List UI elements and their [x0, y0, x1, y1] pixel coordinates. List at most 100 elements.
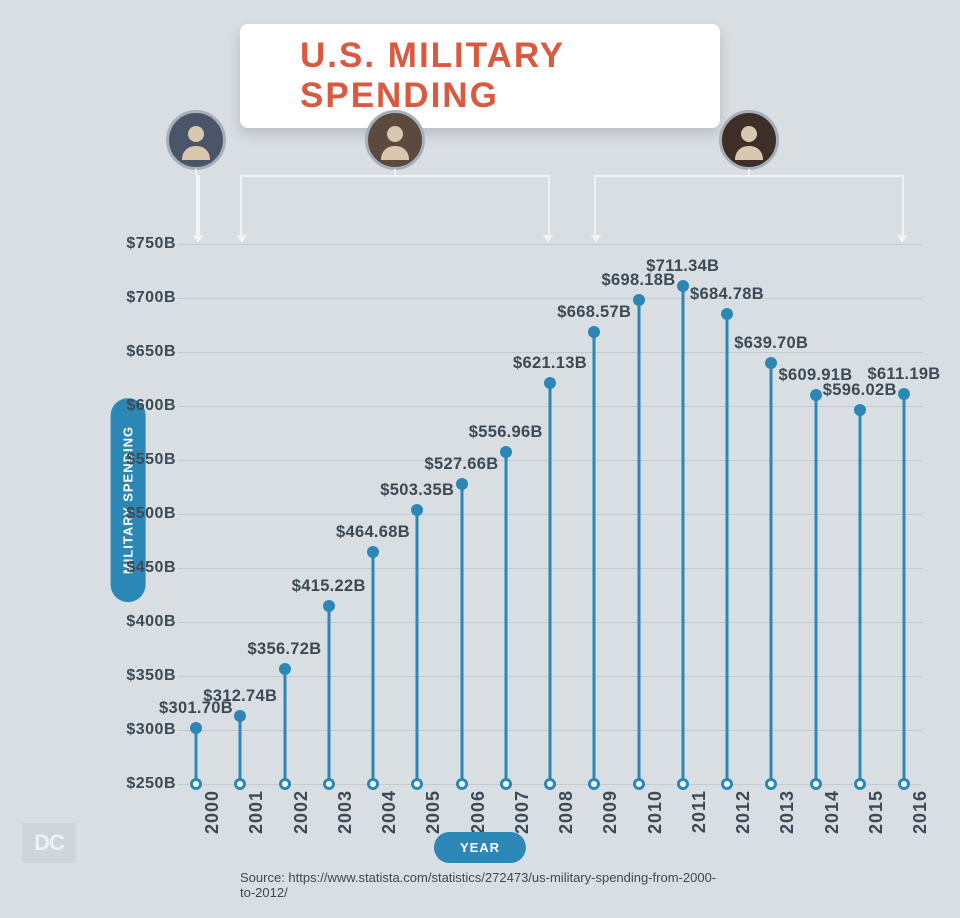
- lollipop-stem: [327, 606, 330, 784]
- value-label: $684.78B: [690, 285, 764, 304]
- value-label: $503.35B: [380, 481, 454, 500]
- lollipop-stem: [283, 669, 286, 784]
- x-tick-label: 2008: [556, 790, 577, 834]
- lollipop-base-dot: [456, 778, 468, 790]
- lollipop-base-dot: [190, 778, 202, 790]
- lollipop-base-dot: [765, 778, 777, 790]
- source-citation: Source: https://www.statista.com/statist…: [240, 870, 720, 900]
- y-tick-label: $400B: [122, 613, 176, 631]
- x-tick-label: 2009: [600, 790, 621, 834]
- president-row: [0, 110, 960, 190]
- x-tick-label: 2014: [822, 790, 843, 834]
- x-tick-label: 2011: [689, 790, 710, 833]
- value-label: $611.19B: [867, 365, 940, 384]
- y-tick-label: $700B: [122, 289, 176, 307]
- x-tick-label: 2002: [291, 790, 312, 834]
- lollipop-base-dot: [279, 778, 291, 790]
- lollipop-stem: [770, 363, 773, 784]
- chart-title: U.S. MILITARY SPENDING: [300, 36, 660, 116]
- y-tick-label: $450B: [122, 559, 176, 577]
- lollipop-top-dot: [411, 504, 423, 516]
- x-axis-label: YEAR: [434, 832, 526, 863]
- president-avatar: [719, 110, 779, 170]
- lollipop-stem: [858, 410, 861, 784]
- value-label: $464.68B: [336, 523, 410, 542]
- lollipop-stem: [372, 552, 375, 784]
- source-prefix: Source:: [240, 870, 288, 885]
- y-tick-label: $250B: [122, 775, 176, 793]
- x-tick-label: 2015: [866, 790, 887, 834]
- lollipop-base-dot: [898, 778, 910, 790]
- lollipop-top-dot: [367, 546, 379, 558]
- lollipop-base-dot: [633, 778, 645, 790]
- lollipop-stem: [726, 314, 729, 784]
- y-tick-label: $500B: [122, 505, 176, 523]
- lollipop-base-dot: [588, 778, 600, 790]
- gridline: [178, 352, 922, 353]
- lollipop-top-dot: [190, 722, 202, 734]
- gridline: [178, 244, 922, 245]
- x-tick-label: 2016: [910, 790, 931, 834]
- x-tick-label: 2001: [246, 790, 267, 834]
- lollipop-base-dot: [544, 778, 556, 790]
- lollipop-stem: [637, 300, 640, 784]
- y-tick-label: $650B: [122, 343, 176, 361]
- lollipop-top-dot: [323, 600, 335, 612]
- value-label: $639.70B: [734, 334, 808, 353]
- x-tick-label: 2006: [468, 790, 489, 834]
- lollipop-stem: [681, 286, 684, 784]
- value-label: $711.34B: [646, 257, 719, 276]
- lollipop-top-dot: [588, 326, 600, 338]
- president-avatar: [166, 110, 226, 170]
- x-tick-label: 2013: [777, 790, 798, 834]
- y-tick-label: $550B: [122, 451, 176, 469]
- lollipop-base-dot: [411, 778, 423, 790]
- x-tick-label: 2010: [645, 790, 666, 834]
- lollipop-stem: [460, 484, 463, 784]
- lollipop-base-dot: [323, 778, 335, 790]
- lollipop-stem: [814, 395, 817, 784]
- lollipop-top-dot: [810, 389, 822, 401]
- president-avatar: [365, 110, 425, 170]
- lollipop-top-dot: [854, 404, 866, 416]
- lollipop-stem: [504, 452, 507, 784]
- y-tick-label: $350B: [122, 667, 176, 685]
- value-label: $312.74B: [203, 687, 277, 706]
- y-tick-label: $300B: [122, 721, 176, 739]
- lollipop-base-dot: [721, 778, 733, 790]
- gridline: [178, 298, 922, 299]
- lollipop-base-dot: [854, 778, 866, 790]
- x-tick-label: 2005: [423, 790, 444, 834]
- lollipop-top-dot: [544, 377, 556, 389]
- x-tick-label: 2007: [512, 790, 533, 834]
- lollipop-base-dot: [500, 778, 512, 790]
- value-label: $596.02B: [823, 381, 897, 400]
- lollipop-base-dot: [677, 778, 689, 790]
- lollipop-stem: [903, 394, 906, 784]
- value-label: $556.96B: [469, 423, 543, 442]
- x-tick-label: 2012: [733, 790, 754, 834]
- lollipop-stem: [593, 332, 596, 784]
- value-label: $621.13B: [513, 354, 587, 373]
- value-label: $415.22B: [292, 577, 366, 596]
- dc-logo: DC: [22, 823, 76, 863]
- lollipop-stem: [239, 716, 242, 784]
- x-tick-label: 2004: [379, 790, 400, 834]
- lollipop-base-dot: [367, 778, 379, 790]
- lollipop-top-dot: [456, 478, 468, 490]
- value-label: $356.72B: [248, 640, 322, 659]
- value-label: $668.57B: [557, 303, 631, 322]
- lollipop-top-dot: [234, 710, 246, 722]
- lollipop-stem: [195, 728, 198, 784]
- y-tick-label: $600B: [122, 397, 176, 415]
- lollipop-stem: [416, 510, 419, 784]
- lollipop-top-dot: [677, 280, 689, 292]
- lollipop-chart: $250B$300B$350B$400B$450B$500B$550B$600B…: [122, 244, 922, 784]
- lollipop-base-dot: [234, 778, 246, 790]
- y-tick-label: $750B: [122, 235, 176, 253]
- x-tick-label: 2003: [335, 790, 356, 834]
- x-tick-label: 2000: [202, 790, 223, 834]
- lollipop-top-dot: [279, 663, 291, 675]
- lollipop-top-dot: [500, 446, 512, 458]
- lollipop-top-dot: [633, 294, 645, 306]
